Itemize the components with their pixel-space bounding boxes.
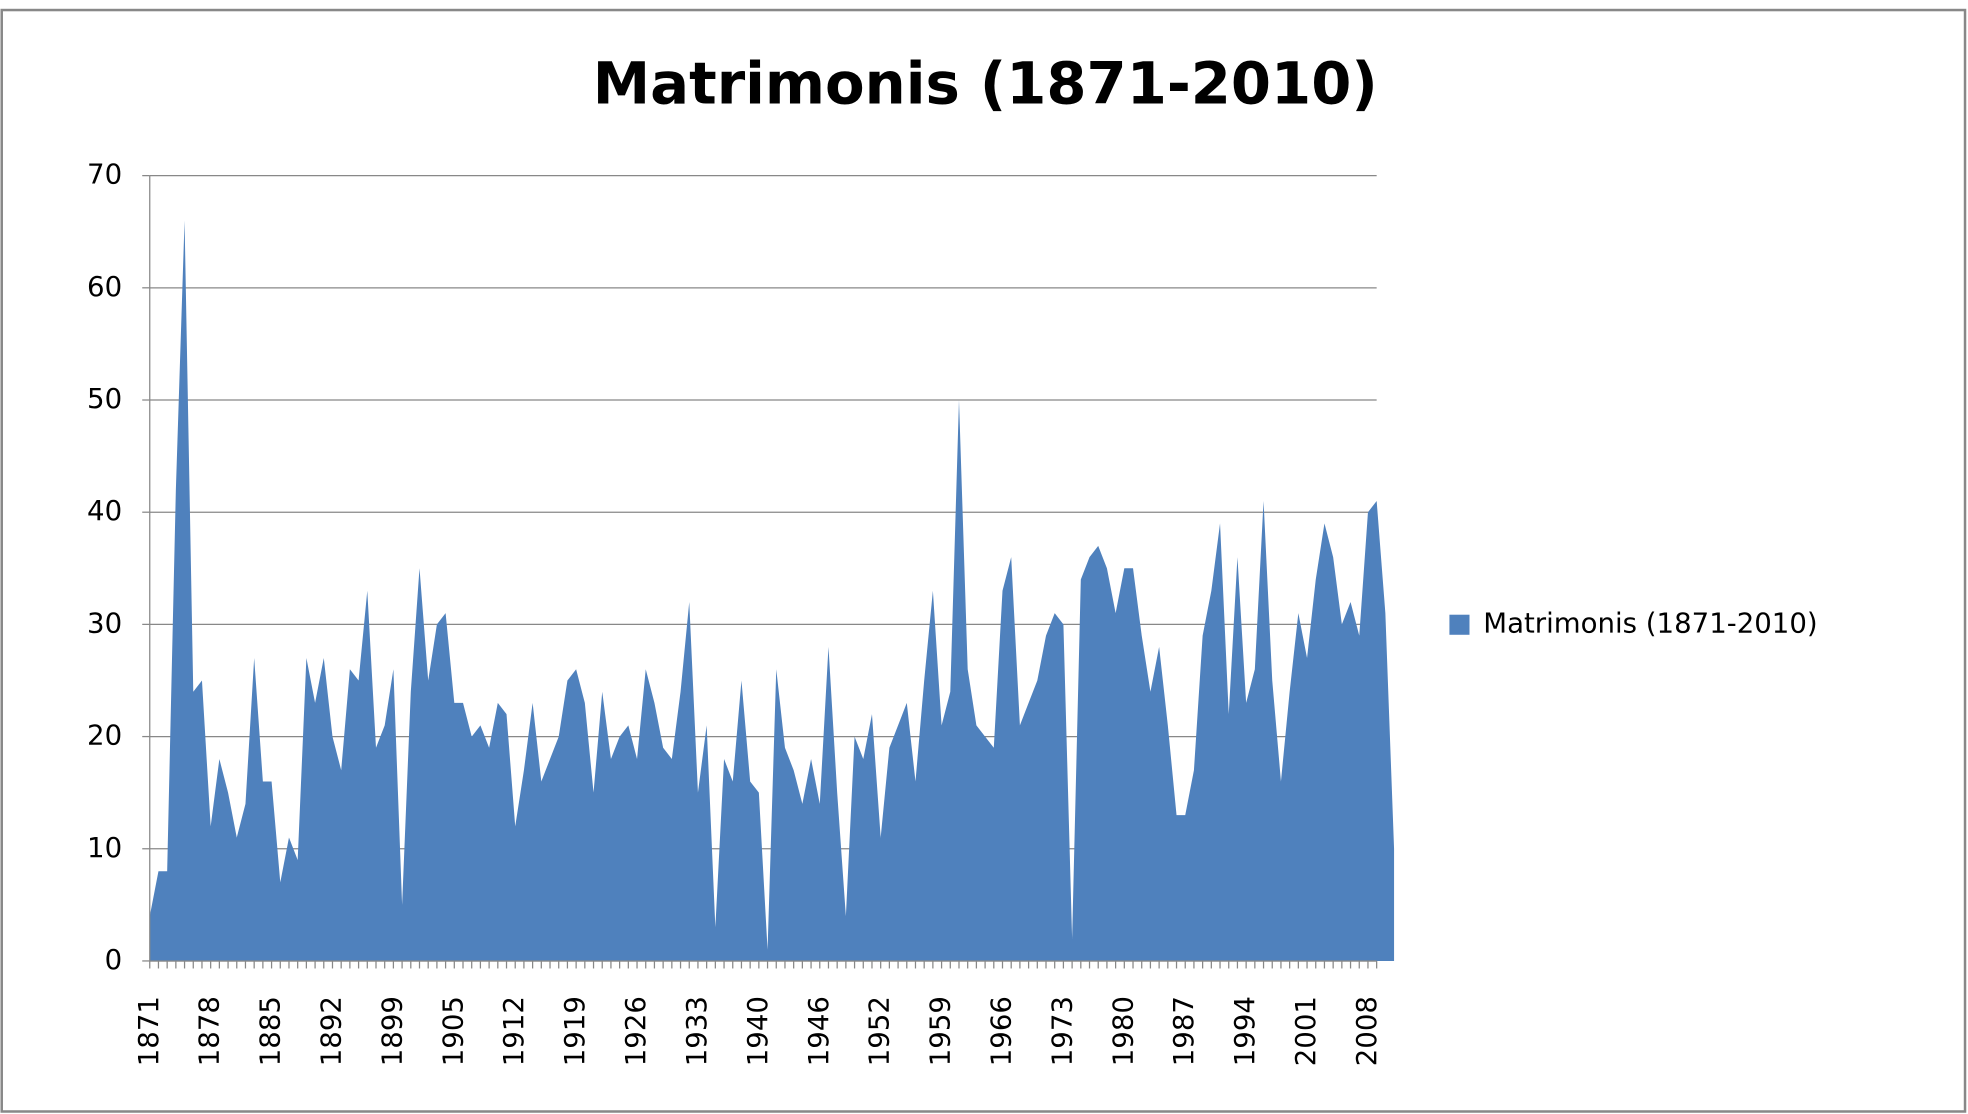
x-tick-label: 1940 [741, 996, 774, 1066]
x-tick-label: 1959 [924, 996, 957, 1066]
x-tick-label: 1933 [680, 996, 713, 1066]
y-tick-label: 60 [87, 270, 122, 303]
area [149, 220, 1395, 961]
x-tick-label: 1878 [193, 996, 226, 1066]
y-tick-label: 30 [87, 606, 122, 639]
y-tick-label: 40 [87, 494, 122, 527]
x-tick-label: 1919 [558, 996, 591, 1066]
x-tick-label: 1994 [1228, 996, 1261, 1066]
x-tick-label: 1946 [802, 996, 835, 1066]
x-tick-label: 1973 [1045, 996, 1078, 1066]
y-tick-label: 10 [87, 831, 122, 864]
x-tick-label: 1926 [619, 996, 652, 1066]
x-tick-label: 1892 [314, 996, 347, 1066]
y-tick-label: 70 [87, 158, 122, 191]
x-tick-label: 1966 [984, 996, 1017, 1066]
x-tick-label: 2001 [1289, 996, 1322, 1066]
x-tick-label: 1952 [863, 996, 896, 1066]
x-tick-label: 1987 [1167, 996, 1200, 1066]
y-tick-label: 20 [87, 719, 122, 752]
legend-label: Matrimonis (1871-2010) [1483, 607, 1817, 640]
legend-swatch [1449, 614, 1470, 635]
x-tick-label: 1912 [497, 996, 530, 1066]
x-tick-label: 1905 [436, 996, 469, 1066]
x-tick-label: 1871 [132, 996, 165, 1066]
y-tick-label: 50 [87, 382, 122, 415]
x-tick-label: 2008 [1350, 996, 1383, 1066]
x-tick-label: 1980 [1106, 996, 1139, 1066]
x-tick-label: 1885 [254, 996, 287, 1066]
x-tick-label: 1899 [375, 996, 408, 1066]
y-tick-label: 0 [105, 943, 123, 976]
chart-title: Matrimonis (1871-2010) [593, 49, 1378, 117]
